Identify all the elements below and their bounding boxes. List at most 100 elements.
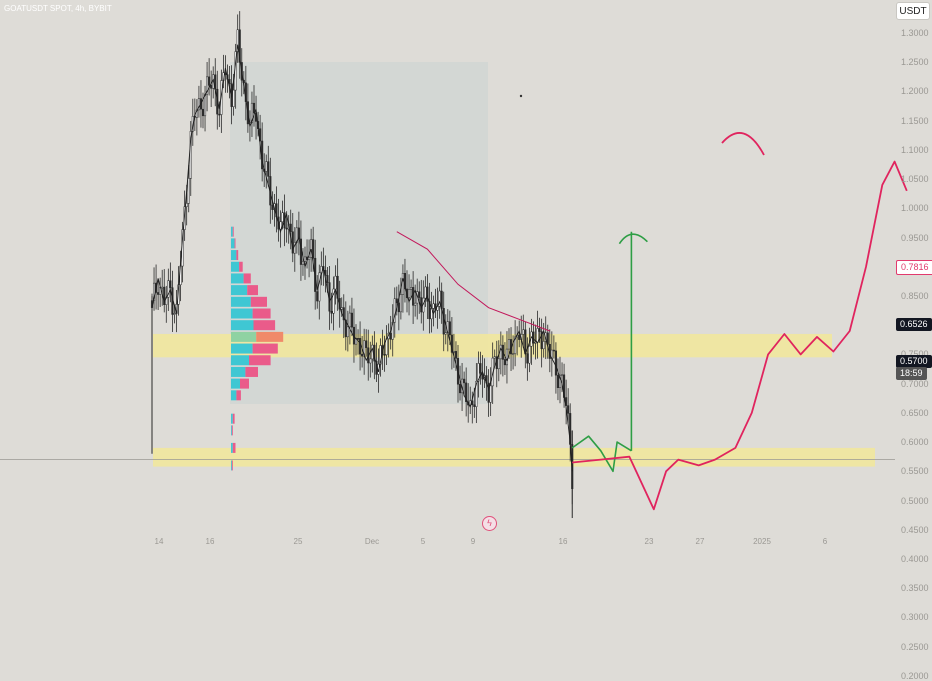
price-tick-label: 0.7500 xyxy=(901,349,929,359)
volume-profile-sell-bar xyxy=(240,378,249,389)
candle-body xyxy=(440,290,443,309)
candle-body xyxy=(534,342,537,344)
price-tick-label: 0.4000 xyxy=(901,553,929,564)
candle-body xyxy=(554,350,557,376)
price-tick-label: 0.5000 xyxy=(901,495,929,506)
volume-profile-sell-bar xyxy=(232,226,234,237)
candle-body xyxy=(426,286,429,302)
candle-body xyxy=(487,382,490,403)
candle-body xyxy=(285,227,288,230)
price-tick-label: 0.9500 xyxy=(901,232,929,243)
volume-profile-sell-bar xyxy=(249,355,271,366)
price-tick-label: 1.3000 xyxy=(901,28,929,38)
candle-body xyxy=(477,363,480,382)
time-tick-label: 27 xyxy=(695,537,705,546)
time-tick-label: 14 xyxy=(154,537,164,546)
candle-body xyxy=(210,85,213,89)
candle-body xyxy=(442,308,445,335)
candle-body xyxy=(522,329,525,335)
candle-body xyxy=(397,302,400,313)
candle-body xyxy=(173,313,176,315)
price-tick-label: 1.2500 xyxy=(901,57,929,68)
volume-profile-buy-bar xyxy=(231,442,233,453)
volume-profile-sell-bar xyxy=(247,285,258,296)
candle-body xyxy=(250,102,254,123)
volume-profile-buy-bar xyxy=(231,366,246,377)
volume-profile-buy-bar xyxy=(231,238,235,249)
price-tick-label: 0.8500 xyxy=(901,290,929,301)
time-tick-label: 9 xyxy=(470,537,476,546)
candle-body xyxy=(316,291,319,302)
time-tick-label: 23 xyxy=(644,537,654,546)
level-price-tag: 0.7816 xyxy=(896,260,932,275)
currency-button[interactable]: USDT xyxy=(896,2,930,20)
red-projection-line xyxy=(572,160,908,511)
candle-body xyxy=(197,98,200,111)
volume-profile-buy-bar xyxy=(231,273,244,284)
volume-profile-buy-bar xyxy=(231,390,237,401)
volume-profile-buy-bar xyxy=(231,285,248,296)
candle-body xyxy=(169,280,172,288)
candle-body xyxy=(512,353,515,355)
candle-body xyxy=(185,203,188,207)
candle-body xyxy=(407,289,411,298)
price-chart-svg[interactable] xyxy=(0,0,932,550)
candle-body xyxy=(450,334,453,353)
candle-body xyxy=(383,354,386,356)
candle-body xyxy=(187,178,190,204)
candle-body xyxy=(218,113,221,116)
price-tick-label: 0.2500 xyxy=(901,641,929,652)
candle-body xyxy=(236,29,239,52)
candle-body xyxy=(326,275,329,283)
candle-body xyxy=(463,378,466,384)
candle-body xyxy=(203,93,207,117)
time-tick-label: Dec xyxy=(364,537,380,546)
candle-body xyxy=(395,298,398,304)
bar-countdown: 18:59 xyxy=(896,367,927,380)
candle-body xyxy=(361,353,364,357)
price-tick-label: 0.4500 xyxy=(901,524,929,535)
candle-body xyxy=(320,266,323,274)
price-tick-label: 1.0000 xyxy=(901,203,929,214)
lightning-icon[interactable]: ϟ xyxy=(482,516,497,531)
candle-body xyxy=(279,221,282,230)
candle-body xyxy=(528,345,531,364)
price-tick-label: 0.6000 xyxy=(901,437,929,448)
volume-profile-sell-bar xyxy=(243,273,251,284)
candle-body xyxy=(452,351,455,353)
volume-profile-buy-bar xyxy=(231,343,253,354)
candle-body xyxy=(208,76,211,86)
price-tick-label: 0.3500 xyxy=(901,583,929,594)
candle-body xyxy=(418,291,421,298)
volume-profile-sell-bar xyxy=(239,261,243,272)
volume-profile-sell-bar xyxy=(245,366,258,377)
volume-profile-buy-bar xyxy=(231,261,240,272)
marker-dot xyxy=(519,94,523,98)
green-arrow-head xyxy=(618,233,648,245)
candle-body xyxy=(444,332,447,335)
candle-body xyxy=(157,292,160,295)
time-tick-label: 16 xyxy=(558,537,568,546)
candle-body xyxy=(556,374,560,389)
candle-body xyxy=(410,287,413,290)
candle-body xyxy=(479,363,482,374)
volume-profile-buy-bar xyxy=(231,378,240,389)
candle-body xyxy=(332,288,335,314)
candle-body xyxy=(401,273,404,295)
candle-body xyxy=(228,78,231,85)
volume-profile-buy-bar xyxy=(231,413,233,424)
candle-body xyxy=(454,351,458,359)
volume-profile-buy-bar xyxy=(231,355,249,366)
candle-body xyxy=(524,329,527,354)
candle-body xyxy=(303,256,307,262)
candle-body xyxy=(448,321,451,336)
candle-body xyxy=(546,332,549,345)
candle-body xyxy=(265,161,268,172)
price-tick-label: 0.5500 xyxy=(901,466,929,477)
last-price-tag: 0.6526 xyxy=(896,318,932,331)
volume-profile-buy-bar xyxy=(231,425,232,436)
candle-body xyxy=(465,382,468,403)
volume-profile-buy-bar xyxy=(231,331,257,342)
candle-body xyxy=(252,102,256,114)
